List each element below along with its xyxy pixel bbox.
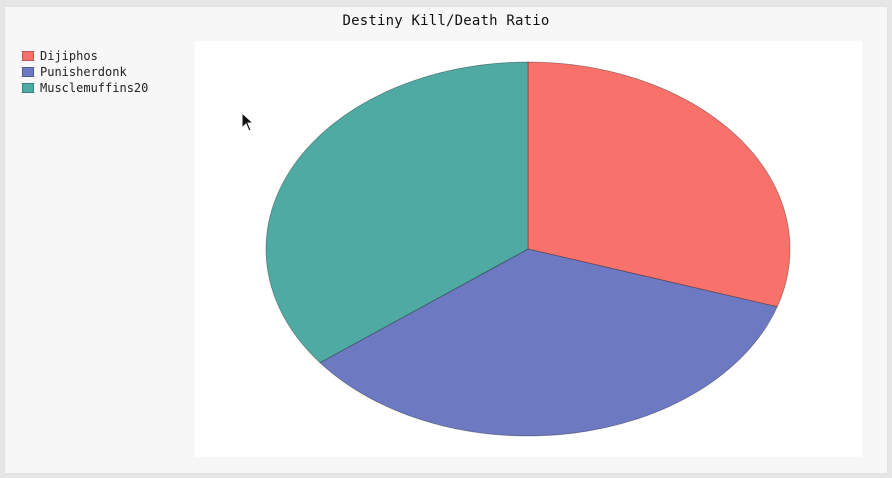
legend-entry-musclemuffins20[interactable]: Musclemuffins20 <box>22 80 148 96</box>
legend-entry-punisherdonk[interactable]: Punisherdonk <box>22 64 148 80</box>
legend-entry-dijiphos[interactable]: Dijiphos <box>22 48 148 64</box>
legend-swatch-punisherdonk <box>22 67 34 77</box>
chart-title: Destiny Kill/Death Ratio <box>342 13 550 29</box>
pie-slice-punisherdonk[interactable] <box>319 248 778 437</box>
legend-swatch-dijiphos <box>22 51 34 61</box>
pie-chart <box>265 61 791 437</box>
legend: Dijiphos Punisherdonk Musclemuffins20 <box>22 48 148 96</box>
legend-label: Punisherdonk <box>40 65 127 79</box>
legend-label: Dijiphos <box>40 49 98 63</box>
legend-label: Musclemuffins20 <box>40 81 149 95</box>
plot-area <box>195 41 862 457</box>
pie-slice-musclemuffins20[interactable] <box>265 61 529 364</box>
chart-window: Destiny Kill/Death Ratio Dijiphos Punish… <box>4 6 888 474</box>
legend-swatch-musclemuffins20 <box>22 83 34 93</box>
pie-slice-dijiphos[interactable] <box>527 61 791 308</box>
mouse-cursor-icon <box>241 112 255 132</box>
